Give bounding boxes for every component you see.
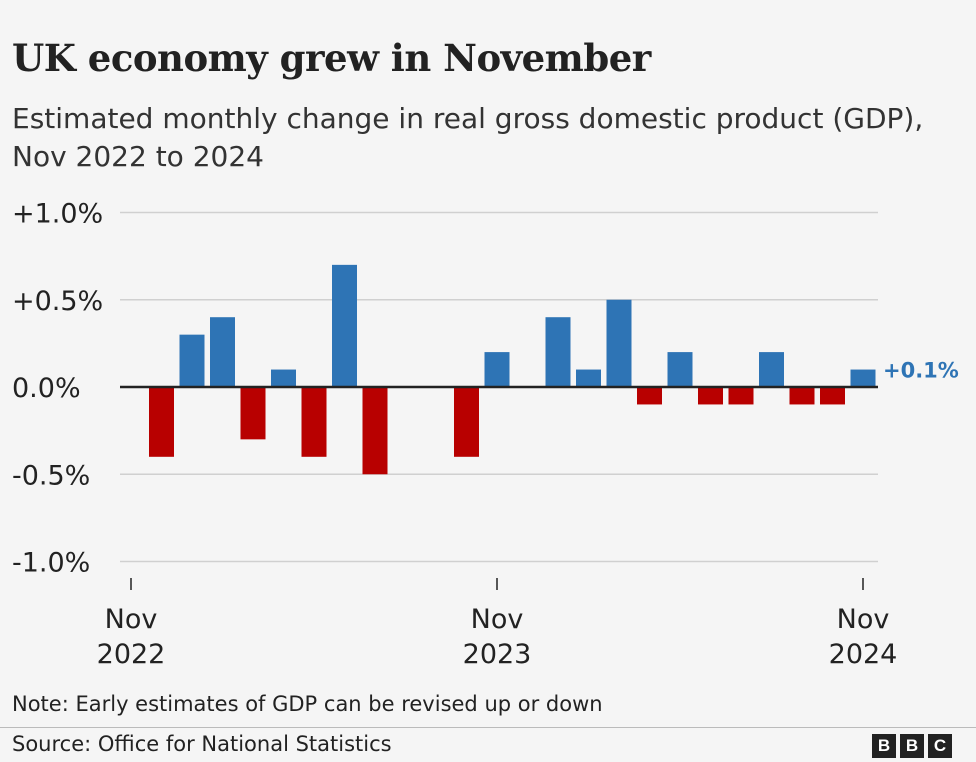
bar-feb-2024	[576, 369, 601, 387]
bar-jan-2023	[179, 334, 205, 387]
x-tick-month: Nov	[837, 604, 890, 635]
x-tick-year: 2022	[97, 639, 166, 670]
bar-nov-2023	[484, 352, 510, 387]
y-tick-label: -0.5%	[12, 460, 90, 491]
bar-jun-2023	[332, 264, 357, 387]
bar-oct-2023	[454, 387, 479, 457]
footer-divider	[0, 727, 976, 728]
bar-apr-2023	[271, 369, 296, 387]
bar-jul-2023	[362, 387, 388, 475]
y-tick-label: -1.0%	[12, 548, 90, 579]
bar-may-2023	[301, 387, 327, 457]
bar-feb-2023	[210, 317, 235, 387]
source-credit: Source: Office for National Statistics	[12, 732, 392, 756]
bar-jan-2024	[545, 317, 571, 387]
chart-note: Note: Early estimates of GDP can be revi…	[12, 692, 603, 716]
chart-subtitle: Estimated monthly change in real gross d…	[12, 102, 924, 173]
y-tick-label: 0.0%	[12, 373, 81, 404]
y-tick-label: +1.0%	[12, 199, 103, 230]
bar-sep-2024	[789, 387, 815, 405]
x-tick-year: 2024	[829, 639, 898, 670]
x-tick-year: 2023	[463, 639, 532, 670]
bar-mar-2024	[606, 299, 632, 387]
x-tick-month: Nov	[105, 604, 158, 635]
x-tick-month: Nov	[471, 604, 524, 635]
bar-chart: +1.0% +0.5% 0.0% -0.5% -1.0% Nov 2022 Nov 2023 N…	[12, 199, 959, 671]
chart-title: UK economy grew in November	[12, 36, 651, 80]
bar-may-2024	[667, 352, 693, 387]
annotation-latest-value: +0.1%	[883, 359, 959, 383]
bar-dec-2022	[149, 387, 174, 457]
bar-jul-2024	[728, 387, 754, 405]
bar-jun-2024	[698, 387, 723, 405]
bar-nov-2024	[850, 369, 876, 387]
bar-oct-2024	[820, 387, 845, 405]
bar-mar-2023	[240, 387, 266, 440]
y-tick-label: +0.5%	[12, 286, 103, 317]
bar-apr-2024	[637, 387, 662, 405]
bar-aug-2024	[759, 352, 784, 387]
